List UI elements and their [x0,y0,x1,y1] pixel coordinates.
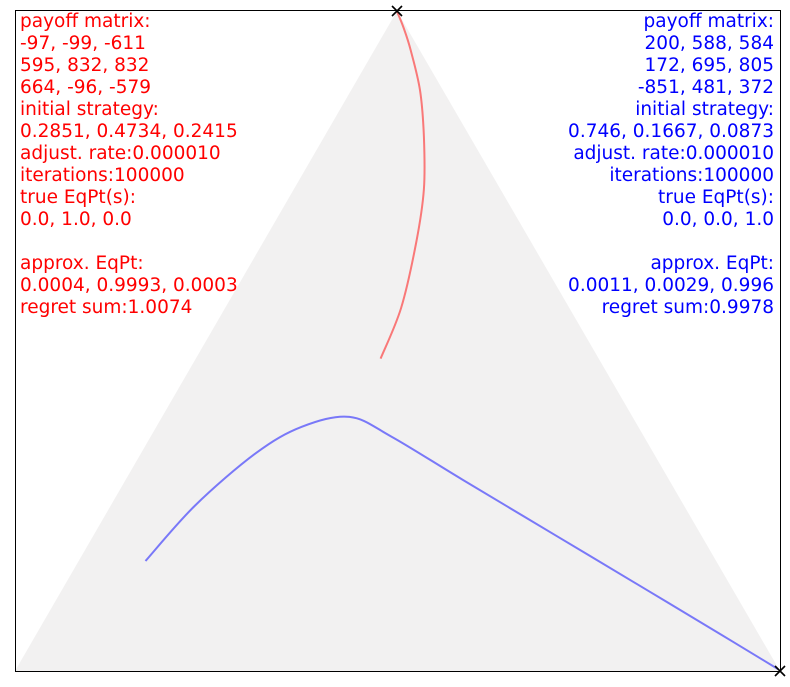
left-panel-line: 0.0004, 0.9993, 0.0003 [20,275,238,296]
left-panel-line: iterations:100000 [20,165,185,186]
right-panel-line: 172, 695, 805 [644,55,774,76]
left-panel-line: 595, 832, 832 [20,55,150,76]
right-panel-line: 0.0, 0.0, 1.0 [662,209,774,230]
right-panel-line: adjust. rate:0.000010 [573,143,774,164]
right-panel-line [568,231,774,253]
right-panel-line: -851, 481, 372 [637,77,774,98]
left-panel-line: 0.2851, 0.4734, 0.2415 [20,121,238,142]
left-panel-line [20,231,238,253]
end-marker [391,5,403,17]
right-panel-line: 0.746, 0.1667, 0.0873 [568,121,774,142]
right-panel-line: iterations:100000 [609,165,774,186]
left-panel-line: 664, -96, -579 [20,77,152,98]
trajectory-layer [144,11,779,670]
end-marker [774,665,786,677]
right-panel-line: initial strategy: [635,99,774,120]
left-panel-line: approx. EqPt: [20,253,144,274]
trajectory-line-1 [379,11,426,359]
right-player-info: payoff matrix: 200, 588, 584 172, 695, 805… [568,11,774,319]
left-panel-line: true EqPt(s): [20,187,136,208]
right-panel-line: 200, 588, 584 [644,33,774,54]
left-panel-line: initial strategy: [20,99,159,120]
right-panel-line: regret sum:0.9978 [601,297,774,318]
left-panel-line: payoff matrix: [20,11,151,32]
left-panel-line: adjust. rate:0.000010 [20,143,221,164]
right-panel-line: approx. EqPt: [650,253,774,274]
trajectory-line-2 [144,415,779,670]
right-panel-line: 0.0011, 0.0029, 0.996 [568,275,774,296]
left-panel-line: -97, -99, -611 [20,33,146,54]
right-panel-line: true EqPt(s): [658,187,774,208]
left-player-info: payoff matrix: -97, -99, -611 595, 832, 83… [20,11,238,319]
left-panel-line: 0.0, 1.0, 0.0 [20,209,132,230]
left-panel-line: regret sum:1.0074 [20,297,193,318]
right-panel-line: payoff matrix: [643,11,774,32]
simplex-triangle [15,11,780,671]
